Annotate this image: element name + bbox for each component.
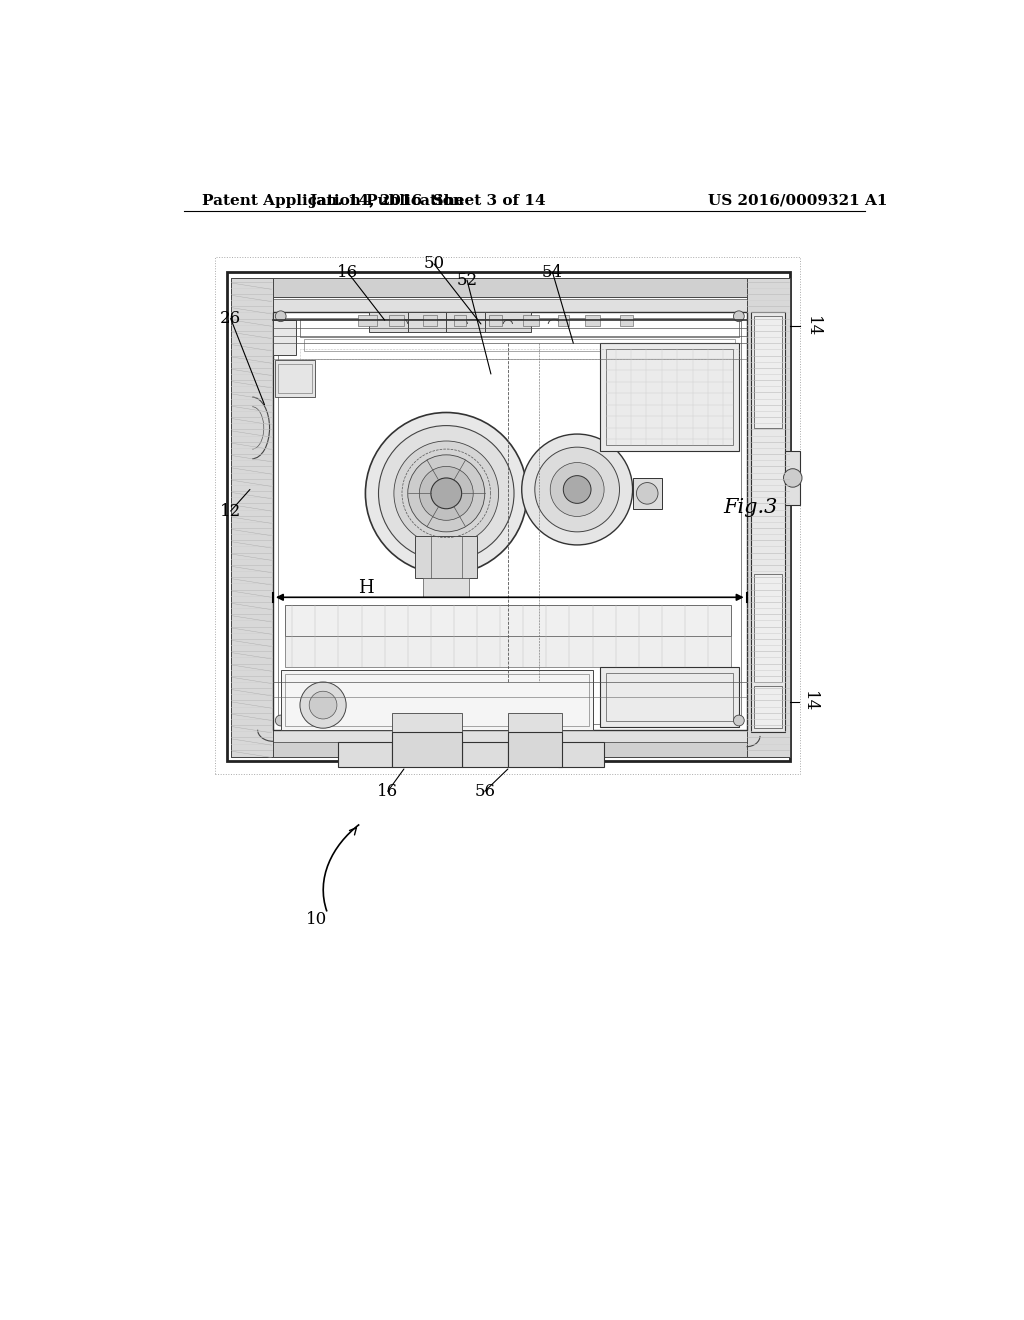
Bar <box>423 578 469 598</box>
Bar <box>370 313 408 331</box>
Circle shape <box>300 682 346 729</box>
Circle shape <box>733 312 744 322</box>
Bar <box>620 315 634 326</box>
Text: 26: 26 <box>220 310 242 327</box>
Bar <box>285 605 731 636</box>
Bar <box>462 742 508 767</box>
Text: 12: 12 <box>220 503 242 520</box>
Bar <box>230 742 785 758</box>
Bar <box>388 315 403 326</box>
Text: US 2016/0009321 A1: US 2016/0009321 A1 <box>708 194 888 207</box>
Bar <box>300 318 739 337</box>
Bar <box>755 317 782 428</box>
Bar <box>279 318 741 725</box>
Bar <box>226 272 790 762</box>
Bar <box>357 315 377 326</box>
Circle shape <box>431 478 462 508</box>
Bar <box>392 733 462 767</box>
Text: 16: 16 <box>377 783 398 800</box>
Text: 50: 50 <box>423 255 444 272</box>
Circle shape <box>408 455 484 532</box>
Bar <box>273 313 746 730</box>
Bar <box>423 315 437 326</box>
Bar <box>785 451 801 506</box>
Bar <box>488 315 503 326</box>
Circle shape <box>309 692 337 719</box>
Circle shape <box>733 715 744 726</box>
Bar <box>232 300 783 313</box>
Bar <box>606 673 733 721</box>
Bar <box>281 671 593 730</box>
Bar <box>752 313 785 733</box>
Bar <box>232 730 783 742</box>
Circle shape <box>379 425 514 561</box>
Text: Patent Application Publication: Patent Application Publication <box>202 194 464 207</box>
Bar <box>634 478 662 508</box>
Text: 14: 14 <box>804 315 820 337</box>
Bar <box>285 636 731 667</box>
Text: 10: 10 <box>306 911 328 928</box>
Circle shape <box>366 413 527 574</box>
Circle shape <box>419 466 473 520</box>
Bar <box>339 742 392 767</box>
Bar <box>508 733 562 767</box>
Text: Jan. 14, 2016  Sheet 3 of 14: Jan. 14, 2016 Sheet 3 of 14 <box>308 194 546 207</box>
Bar <box>273 321 296 355</box>
Bar <box>746 277 790 758</box>
Circle shape <box>394 441 499 545</box>
Circle shape <box>535 447 620 532</box>
Bar <box>585 315 600 326</box>
Text: 56: 56 <box>474 783 496 800</box>
Bar <box>454 315 466 326</box>
Bar <box>392 713 462 733</box>
Bar <box>285 675 589 726</box>
Bar <box>484 313 531 331</box>
Bar <box>755 686 782 729</box>
Bar <box>279 364 311 393</box>
Circle shape <box>563 475 591 503</box>
Text: 52: 52 <box>457 272 477 289</box>
Bar <box>600 343 739 451</box>
Bar <box>446 313 484 331</box>
Text: Fig.3: Fig.3 <box>724 498 778 516</box>
Bar <box>230 277 785 297</box>
Bar <box>606 350 733 445</box>
Bar <box>230 277 273 758</box>
Bar <box>416 536 477 578</box>
Bar <box>300 350 739 359</box>
Circle shape <box>275 715 286 726</box>
Bar <box>523 315 539 326</box>
Bar <box>304 339 735 351</box>
Circle shape <box>521 434 633 545</box>
Circle shape <box>550 462 604 516</box>
Circle shape <box>275 312 286 322</box>
Text: 16: 16 <box>337 264 358 281</box>
Bar <box>274 360 315 397</box>
Text: 14: 14 <box>801 692 818 713</box>
Bar <box>508 713 562 733</box>
Circle shape <box>637 483 658 504</box>
Bar <box>215 257 801 775</box>
Bar <box>600 667 739 726</box>
Bar <box>558 315 569 326</box>
Circle shape <box>783 469 802 487</box>
Text: 54: 54 <box>542 264 563 281</box>
Bar <box>408 313 446 331</box>
Bar <box>755 574 782 682</box>
Text: H: H <box>357 579 373 597</box>
Bar <box>558 742 604 767</box>
